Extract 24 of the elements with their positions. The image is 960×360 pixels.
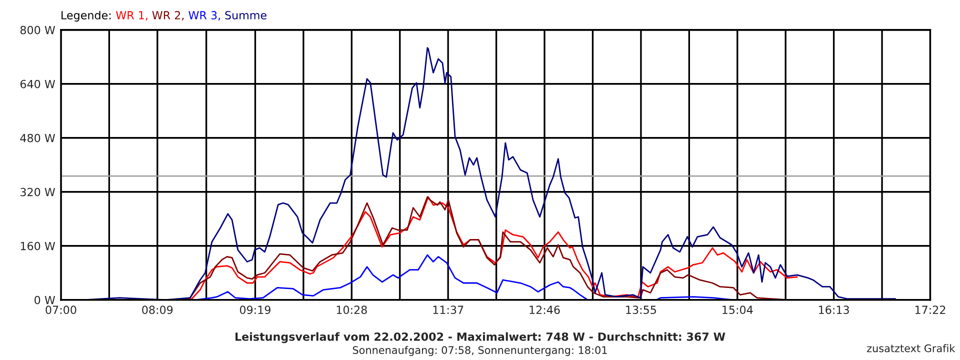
x-tick-label: 16:13 bbox=[819, 306, 849, 314]
x-tick-label: 08:09 bbox=[142, 306, 173, 314]
x-tick-label: 17:22 bbox=[915, 306, 946, 314]
y-tick-label: 0 W bbox=[34, 296, 56, 304]
text: WR 3, bbox=[188, 11, 220, 21]
text: Sonnenaufgang: 07:58, Sonnenuntergang: 18:01 bbox=[352, 346, 607, 356]
y-tick-label: 800 W bbox=[20, 26, 56, 34]
x-tick-label: 07:00 bbox=[46, 306, 76, 314]
text: WR 2, bbox=[152, 11, 184, 21]
x-tick-label: 09:19 bbox=[240, 306, 270, 314]
x-tick-label: 11:37 bbox=[433, 306, 464, 314]
y-tick-label: 320 W bbox=[20, 188, 56, 196]
y-tick-label: 160 W bbox=[20, 242, 56, 250]
x-tick-label: 12:46 bbox=[530, 306, 560, 314]
x-tick-label: 13:55 bbox=[626, 306, 656, 314]
text: Leistungsverlauf vom 22.02.2002 - Maximalwert: 748 W - Durchschnitt: 367 W bbox=[236, 332, 726, 344]
legend-title: Legende: bbox=[62, 10, 111, 22]
x-tick-label: 15:04 bbox=[722, 306, 753, 314]
text: zusatztext Grafik bbox=[867, 344, 956, 352]
y-tick-label: 480 W bbox=[20, 134, 56, 142]
y-tick-label: 640 W bbox=[20, 80, 56, 88]
text: WR 1, bbox=[116, 11, 148, 21]
x-tick-label: 10:28 bbox=[336, 306, 367, 314]
text: Summe bbox=[225, 11, 266, 20]
